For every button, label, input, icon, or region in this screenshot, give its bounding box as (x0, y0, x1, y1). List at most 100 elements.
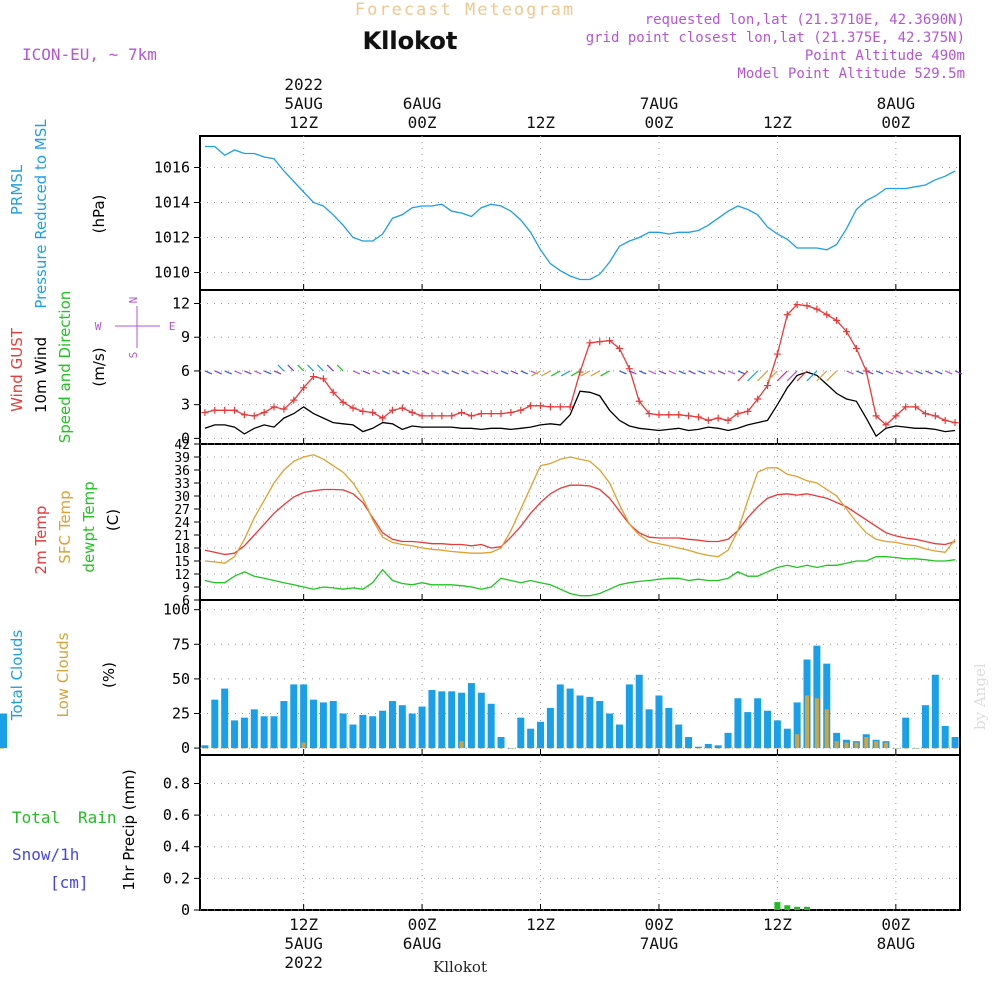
bar-low-clouds (607, 748, 612, 749)
bar-total-clouds (527, 728, 535, 749)
bar-total-clouds (724, 732, 732, 749)
bar-total-clouds (418, 706, 426, 749)
bar-total-clouds (329, 701, 337, 749)
bar-low-clouds (943, 748, 948, 749)
gust-marker (744, 407, 752, 415)
y-tick-label: 100 (163, 601, 190, 619)
bar-total-clouds (408, 713, 416, 749)
wind-direction-arrow (490, 370, 499, 375)
total-rain-label: Total (12, 808, 60, 827)
bar-total-clouds (497, 737, 505, 749)
gust-marker (448, 412, 456, 420)
bar-total-clouds (655, 695, 663, 749)
bar-low-clouds (893, 748, 898, 749)
gust-marker (921, 410, 929, 418)
panel-precip: 0 0.2 0.4 0.6 0.8 (163, 754, 961, 919)
wind-direction-arrow (471, 370, 479, 375)
gust-marker (635, 397, 643, 405)
wind-direction-arrow (234, 370, 242, 375)
pressure-label: PRMSL (8, 164, 26, 215)
temp2m-label: 2m Temp (32, 506, 50, 575)
gust-marker (221, 406, 229, 414)
bar-low-clouds (637, 748, 642, 749)
bar-total-clouds (813, 645, 821, 749)
bar-low-clouds (686, 748, 691, 749)
gust-marker (537, 402, 545, 410)
gust-marker (852, 344, 860, 352)
gust-marker (783, 311, 791, 319)
wind-direction-arrow (287, 364, 295, 372)
y-tick-label: 33 (174, 477, 190, 492)
wind-direction-arrow (570, 370, 581, 377)
wind-direction-arrow (629, 370, 637, 375)
bar-low-clouds (518, 748, 523, 749)
wind-direction-arrow (204, 370, 213, 375)
total-clouds-label: Total Clouds (8, 630, 26, 722)
gust-marker (497, 410, 505, 418)
bar-total-clouds (221, 688, 229, 749)
wind-direction-arrow (580, 370, 591, 377)
bar-total-clouds (359, 714, 367, 749)
gust-marker (655, 411, 663, 419)
gust-marker (892, 412, 900, 420)
rain-label: Rain (78, 808, 117, 827)
top-time-label: 5AUG (284, 94, 323, 113)
gust-marker (882, 421, 890, 429)
gust-marker (813, 305, 821, 313)
gust-marker (615, 344, 623, 352)
bar-low-clouds (844, 742, 849, 749)
side-labels: PRMSL Pressure Reduced to MSL (hPa) Wind GU… (8, 119, 175, 892)
snow-label: Snow/1h (12, 845, 79, 864)
series-prmsl (204, 145, 956, 281)
wind-direction-arrow (411, 370, 420, 375)
temp-unit: (C) (104, 509, 122, 531)
meteogram-header: Forecast Meteogram Kllokot ICON-EU, ~ 7k… (22, 0, 965, 82)
gust-marker (319, 375, 327, 383)
gust-label: Wind GUST (8, 327, 26, 412)
top-time-label: 12Z (289, 113, 318, 132)
bar-low-clouds (923, 748, 928, 749)
wind-direction-arrow (431, 370, 440, 375)
wind-direction-arrow (619, 370, 627, 375)
wind-direction-arrow (895, 370, 904, 375)
bar-total-clouds (764, 710, 772, 749)
wind-direction-arrow (372, 370, 380, 375)
y-tick-label: 0 (181, 901, 190, 919)
wind-direction-arrow (698, 370, 706, 375)
bar-low-clouds (489, 748, 494, 749)
bar-low-clouds (706, 748, 711, 749)
gust-marker (270, 403, 278, 411)
bar-total-clouds (517, 717, 525, 749)
bar-total-clouds (931, 674, 939, 749)
y-tick-label: 9 (181, 328, 190, 346)
gust-marker (842, 328, 850, 336)
bar-total-clouds (615, 724, 623, 749)
panel-wind: 0 3 6 9 12 (172, 289, 963, 447)
bar-low-clouds (903, 748, 908, 749)
wind-direction-arrow (806, 370, 818, 382)
wind-direction-arrow (747, 370, 759, 382)
bar-total-clouds (270, 716, 278, 749)
wind-direction-arrow (560, 370, 571, 377)
wind-direction-arrow (307, 364, 314, 372)
gust-marker (704, 416, 712, 424)
wind-direction-arrow (875, 370, 884, 375)
wind-direction-arrow (856, 370, 864, 375)
footer-location: Kllokot (433, 958, 487, 976)
panels: 1010101210141016036912691215182124273033… (0, 135, 963, 919)
top-time-label: 12Z (526, 113, 555, 132)
gust-marker (467, 412, 475, 420)
y-tick-label: 3 (181, 396, 190, 414)
bar-low-clouds (597, 748, 602, 749)
wind-direction-arrow (708, 370, 716, 375)
bar-low-clouds (874, 741, 879, 749)
info-gridpoint: grid point closest lon,lat (21.375E, 42.… (586, 30, 965, 46)
gust-marker (724, 416, 732, 424)
wind-direction-arrow (658, 370, 667, 375)
bar-low-clouds (824, 709, 829, 749)
gust-marker (300, 384, 308, 392)
bar-total-clouds (714, 745, 722, 749)
gust-marker (379, 414, 387, 422)
app-title: Forecast Meteogram (355, 0, 575, 20)
